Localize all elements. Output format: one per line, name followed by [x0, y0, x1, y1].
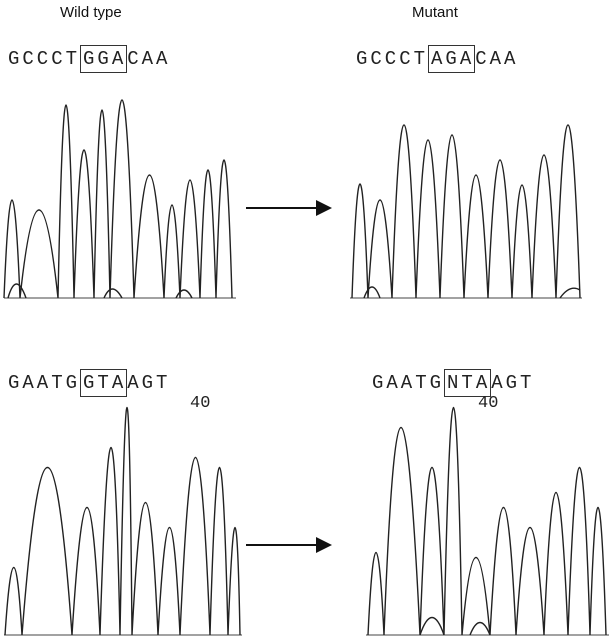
chromatograms	[0, 0, 609, 637]
position-label: 40	[478, 394, 498, 413]
arrow-head	[316, 537, 332, 553]
sequence-prefix: GCCCT	[356, 48, 428, 70]
boxed-codon: GGA	[80, 45, 127, 73]
trace-minor	[420, 618, 490, 636]
position-label: 40	[190, 394, 210, 413]
sequence-suffix: AGT	[491, 372, 534, 394]
column-label: Wild type	[60, 4, 122, 21]
sequence-prefix: GCCCT	[8, 48, 80, 70]
column-label: Mutant	[412, 4, 458, 21]
trace-minor	[364, 287, 580, 298]
arrow-head	[316, 200, 332, 216]
trace	[5, 408, 240, 636]
boxed-codon: AGA	[428, 45, 475, 73]
boxed-codon: GTA	[80, 369, 127, 397]
trace	[368, 408, 606, 636]
sequence-suffix: CAA	[475, 48, 518, 70]
sequence-suffix: AGT	[127, 372, 170, 394]
figure: Wild type Mutant GCCCTGGACAA GCCCTAGACAA…	[0, 0, 609, 637]
sequence-prefix: GAATG	[372, 372, 444, 394]
boxed-codon: NTA	[444, 369, 491, 397]
sequence-prefix: GAATG	[8, 372, 80, 394]
sequence-suffix: CAA	[127, 48, 170, 70]
trace	[352, 125, 580, 298]
trace	[4, 100, 232, 298]
